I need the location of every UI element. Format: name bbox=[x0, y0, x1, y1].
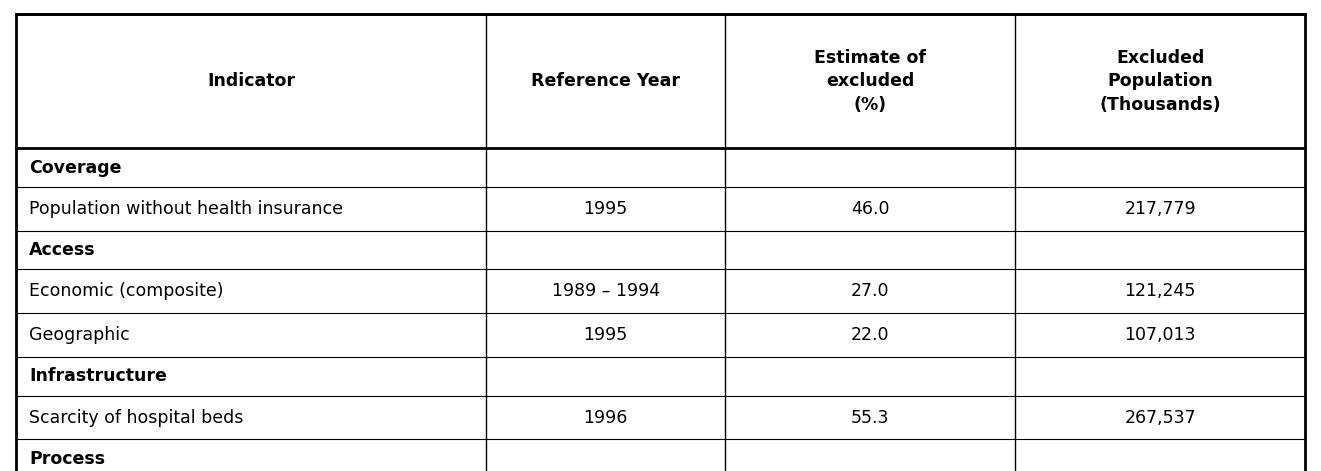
Text: 1996: 1996 bbox=[584, 408, 627, 427]
Text: 217,779: 217,779 bbox=[1124, 200, 1196, 218]
Text: Infrastructure: Infrastructure bbox=[29, 367, 166, 385]
Text: Excluded
Population
(Thousands): Excluded Population (Thousands) bbox=[1099, 49, 1221, 114]
Text: 22.0: 22.0 bbox=[851, 326, 889, 344]
Text: 121,245: 121,245 bbox=[1124, 282, 1196, 300]
Text: 1989 – 1994: 1989 – 1994 bbox=[552, 282, 659, 300]
Text: Process: Process bbox=[29, 450, 106, 468]
Text: Reference Year: Reference Year bbox=[531, 72, 680, 90]
Text: 46.0: 46.0 bbox=[851, 200, 889, 218]
Text: Scarcity of hospital beds: Scarcity of hospital beds bbox=[29, 408, 243, 427]
Text: Geographic: Geographic bbox=[29, 326, 129, 344]
Text: 1995: 1995 bbox=[584, 326, 627, 344]
Text: Coverage: Coverage bbox=[29, 159, 122, 177]
Text: Population without health insurance: Population without health insurance bbox=[29, 200, 343, 218]
Text: 107,013: 107,013 bbox=[1124, 326, 1196, 344]
Text: Estimate of
excluded
(%): Estimate of excluded (%) bbox=[814, 49, 926, 114]
Text: Access: Access bbox=[29, 241, 95, 259]
Text: 267,537: 267,537 bbox=[1124, 408, 1196, 427]
Text: Economic (composite): Economic (composite) bbox=[29, 282, 223, 300]
Text: 55.3: 55.3 bbox=[851, 408, 889, 427]
Text: 27.0: 27.0 bbox=[851, 282, 889, 300]
Text: 1995: 1995 bbox=[584, 200, 627, 218]
Text: Indicator: Indicator bbox=[207, 72, 295, 90]
